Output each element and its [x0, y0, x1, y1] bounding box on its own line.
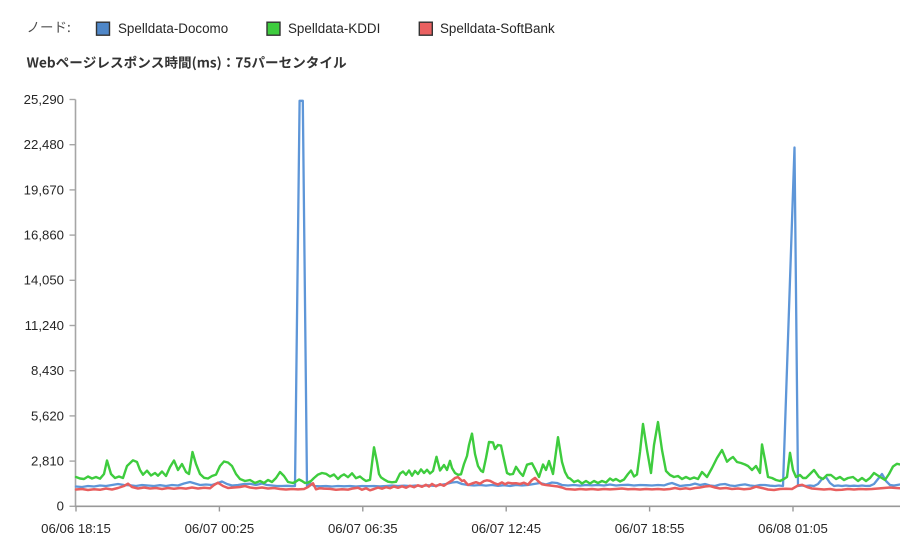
svg-text:Spelldata-SoftBank: Spelldata-SoftBank [440, 21, 555, 36]
svg-text:5,620: 5,620 [31, 408, 64, 423]
svg-text:06/08 01:05: 06/08 01:05 [758, 521, 828, 536]
svg-text:0: 0 [57, 499, 64, 514]
svg-text:06/06 18:15: 06/06 18:15 [41, 521, 111, 536]
svg-text:Spelldata-KDDI: Spelldata-KDDI [288, 21, 380, 36]
svg-text:06/07 12:45: 06/07 12:45 [471, 521, 541, 536]
svg-text:06/07 00:25: 06/07 00:25 [185, 521, 255, 536]
svg-text:11,240: 11,240 [25, 318, 64, 333]
svg-text:06/07 18:55: 06/07 18:55 [615, 521, 685, 536]
svg-text:2,810: 2,810 [31, 454, 64, 469]
svg-text:14,050: 14,050 [24, 273, 64, 288]
svg-text:25,290: 25,290 [24, 92, 64, 107]
svg-text:19,670: 19,670 [24, 182, 64, 197]
svg-text:06/07 06:35: 06/07 06:35 [328, 521, 398, 536]
svg-text:16,860: 16,860 [24, 228, 64, 243]
svg-text:Spelldata-Docomo: Spelldata-Docomo [118, 21, 228, 36]
svg-text:8,430: 8,430 [31, 363, 64, 378]
svg-text:22,480: 22,480 [24, 137, 64, 152]
